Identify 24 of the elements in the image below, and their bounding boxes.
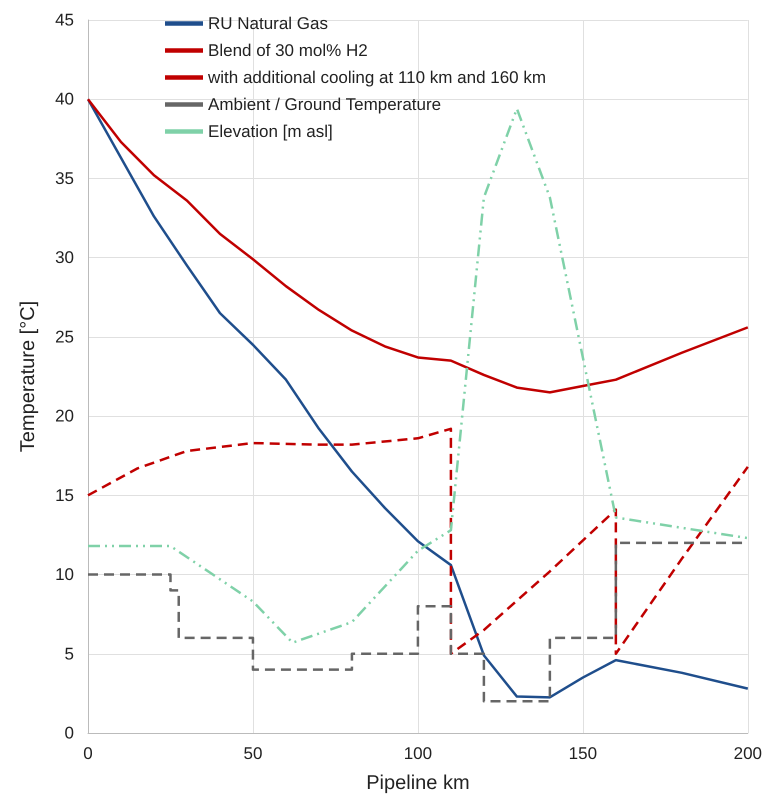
y-tick-label: 30 [55,248,74,268]
y-tick-label: 20 [55,406,74,426]
line-series [86,428,750,656]
y-tick-label: 10 [55,565,74,584]
y-tick-label: 25 [55,327,74,346]
x-tick-label: 50 [243,744,262,763]
legend-label: Blend of 30 mol% H2 [208,41,368,60]
legend-label: RU Natural Gas [208,14,328,33]
x-tick-label: 100 [404,744,432,763]
legend-label: with additional cooling at 110 km and 160 km [207,68,546,87]
y-tick-label: 40 [55,90,74,109]
y-axis-title: Temperature [°C] [17,300,39,452]
x-tick-label: 200 [734,744,762,763]
y-tick-label: 45 [55,10,74,30]
y-tick-label: 5 [64,644,74,664]
x-axis-title: Pipeline km [366,772,470,794]
y-tick-label: 0 [64,724,74,742]
x-tick-label: 0 [83,744,93,763]
y-tick-label: 35 [55,168,74,188]
legend-label: Ambient / Ground Temperature [208,95,442,114]
x-tick-label: 150 [568,744,598,763]
y-tick-label: 15 [55,486,74,505]
legend-label: Elevation [m asl] [208,122,333,141]
line-series [86,98,750,394]
